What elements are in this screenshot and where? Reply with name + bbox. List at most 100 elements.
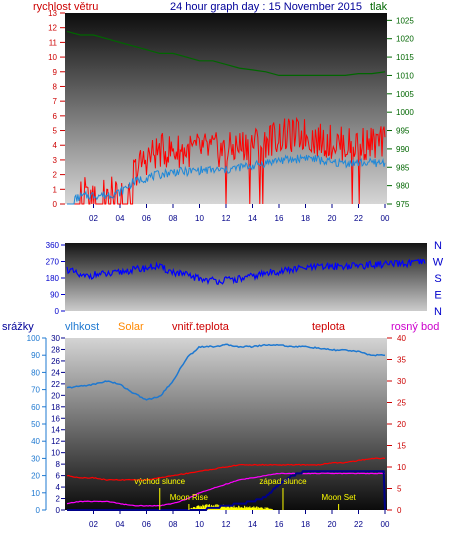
annotation-label: východ slunce	[134, 477, 185, 486]
humidity-x-tick-label: 00	[381, 520, 390, 529]
temp-axis-label: 20	[397, 420, 406, 429]
humidity-x-tick-label: 22	[354, 520, 363, 529]
pressure-axis-label: 1010	[396, 71, 414, 80]
temp-axis-label: 25	[397, 399, 406, 408]
wind-axis-label: 10	[48, 53, 57, 62]
wind-axis-label: 1	[53, 185, 58, 194]
dewpoint-line	[66, 472, 386, 507]
humidity-axis-label: 8	[56, 460, 61, 469]
rain-label: srážky	[2, 321, 34, 333]
rain-axis-label: 90	[31, 351, 40, 360]
pressure-axis-label: 975	[396, 200, 410, 209]
humidity-axis-label: 30	[51, 334, 60, 343]
pressure-label: tlak	[370, 1, 388, 13]
rain-axis-label: 0	[36, 506, 41, 515]
humidity-axis-label: 2	[56, 495, 61, 504]
wind-speed-label: rychlost větru	[33, 1, 98, 13]
wind-gust-line	[67, 116, 386, 205]
wind-axis-label: 4	[53, 141, 58, 150]
graph-title: 24 hour graph day : 15 November 2015	[170, 1, 362, 13]
wind-axis-label: 2	[53, 171, 58, 180]
direction-axis-label: 270	[46, 258, 60, 267]
pressure-axis-label: 1015	[396, 53, 414, 62]
indoor-temp-line	[66, 457, 386, 481]
wind-x-tick-label: 14	[248, 214, 257, 223]
wind-x-tick-label: 06	[142, 214, 151, 223]
wind-axis-label: 7	[53, 97, 58, 106]
wind-x-tick-label: 00	[381, 214, 390, 223]
humidity-x-tick-label: 18	[301, 520, 310, 529]
humidity-axis-label: 4	[56, 483, 61, 492]
indoor-temp-label: vnitř.teplota	[172, 321, 230, 333]
wind-axis-label: 8	[53, 82, 58, 91]
wind-axis-label: 11	[49, 38, 58, 47]
humidity-axis-label: 12	[51, 437, 60, 446]
compass-label: E	[434, 290, 441, 302]
humidity-axis-label: 20	[51, 391, 60, 400]
humidity-x-tick-label: 16	[275, 520, 284, 529]
temp-axis-label: 15	[397, 442, 406, 451]
humidity-axis-label: 14	[51, 426, 60, 435]
humidity-x-tick-label: 12	[222, 520, 231, 529]
humidity-axis-label: 26	[51, 357, 60, 366]
pressure-axis-label: 1005	[396, 90, 414, 99]
annotation-label: Moon Set	[322, 493, 357, 502]
humidity-x-tick-label: 10	[195, 520, 204, 529]
humidity-label: vlhkost	[65, 321, 99, 333]
humidity-axis-label: 10	[51, 449, 60, 458]
annotations-layer: východ slunce Moon Rise západ slunce Moon S…	[134, 477, 357, 510]
annotation-label: Moon Rise	[170, 493, 209, 502]
humidity-axis-label: 24	[51, 368, 60, 377]
wind-axis-label: 6	[53, 112, 58, 121]
direction-axis-label: 0	[55, 307, 60, 316]
rain-axis-label: 70	[31, 386, 40, 395]
humidity-panel-background	[65, 338, 387, 510]
temp-axis-label: 40	[397, 334, 406, 343]
wind-x-tick-label: 10	[195, 214, 204, 223]
humidity-axis-label: 0	[56, 506, 61, 515]
humidity-x-tick-label: 08	[169, 520, 178, 529]
temp-axis-label: 0	[397, 506, 402, 515]
direction-axis-label: 90	[50, 291, 59, 300]
pressure-axis-label: 995	[396, 127, 410, 136]
humidity-x-tick-label: 14	[248, 520, 257, 529]
wind-axis-label: 0	[53, 200, 58, 209]
temp-axis-label: 5	[397, 485, 402, 494]
temp-axis-label: 30	[397, 377, 406, 386]
temp-axis-label: 35	[397, 356, 406, 365]
direction-axis-label: 180	[46, 274, 60, 283]
compass-label: N	[434, 240, 442, 252]
rain-axis-label: 10	[31, 489, 40, 498]
rain-axis-label: 60	[31, 403, 40, 412]
humidity-line	[66, 343, 386, 401]
wind-x-tick-label: 16	[275, 214, 284, 223]
direction-panel-background	[65, 243, 427, 311]
direction-axis-label: 360	[46, 241, 60, 250]
pressure-axis-label: 980	[396, 182, 410, 191]
wind-x-tick-label: 20	[328, 214, 337, 223]
rain-axis-label: 80	[31, 368, 40, 377]
wind-axis-label: 9	[53, 68, 58, 77]
wind-x-tick-label: 04	[116, 214, 125, 223]
axes-layer: 0123456789101112139759809859909951000100…	[27, 9, 444, 529]
pressure-axis-label: 990	[396, 145, 410, 154]
marks-layer	[66, 30, 426, 511]
wind-x-tick-label: 18	[301, 214, 310, 223]
temp-axis-label: 10	[397, 463, 406, 472]
humidity-x-tick-label: 20	[328, 520, 337, 529]
wind-panel-background	[65, 13, 387, 204]
pressure-axis-label: 1000	[396, 108, 414, 117]
wind-axis-label: 5	[53, 127, 58, 136]
dewpoint-label: rosný bod	[391, 321, 439, 333]
temp-label: teplota	[312, 321, 346, 333]
rain-axis-label: 50	[31, 420, 40, 429]
wind-x-tick-label: 02	[89, 214, 98, 223]
pressure-axis-label: 1020	[396, 35, 414, 44]
wind-axis-label: 3	[53, 156, 58, 165]
solar-label: Solar	[118, 321, 144, 333]
temp-line	[67, 470, 386, 511]
rain-axis-label: 20	[31, 472, 40, 481]
humidity-x-tick-label: 02	[89, 520, 98, 529]
